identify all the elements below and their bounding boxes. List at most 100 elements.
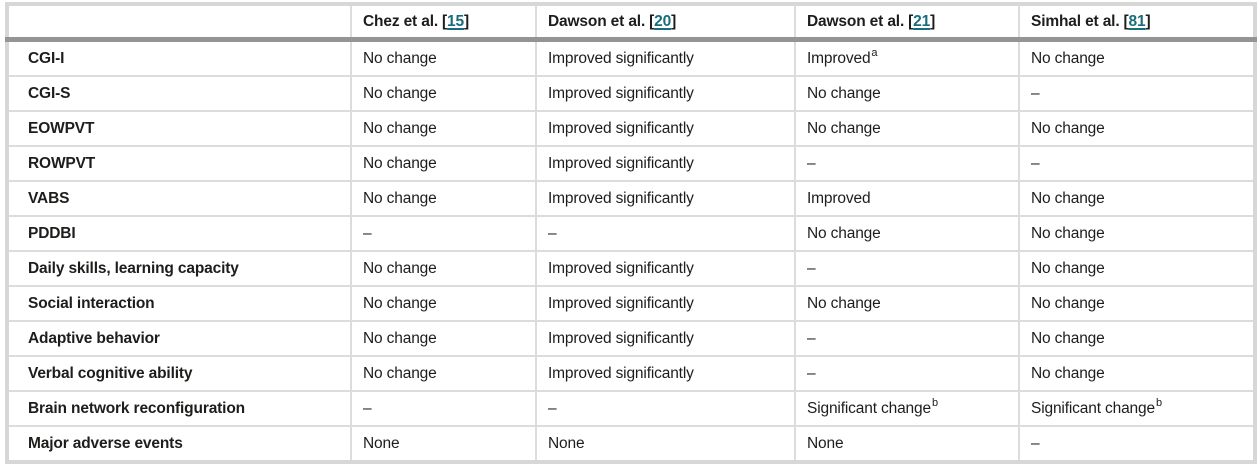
cell-value: No change xyxy=(1018,38,1256,77)
cell-text: No change xyxy=(1031,364,1105,382)
table-body: CGI-I No change Improved significantly I… xyxy=(6,38,1256,463)
cell-text: No change xyxy=(1031,329,1105,347)
cell-value: No change xyxy=(350,110,537,147)
cell-value: Improved significantly xyxy=(535,250,796,287)
cell-value: – xyxy=(535,215,796,252)
cell-value: Improved significantly xyxy=(535,285,796,322)
cell-value: No change xyxy=(350,145,537,182)
cell-text: – xyxy=(1031,434,1040,452)
cell-value: Improveda xyxy=(794,38,1020,77)
column-header-label: Dawson et al. xyxy=(548,12,646,30)
cell-text: No change xyxy=(363,294,437,312)
cell-value: No change xyxy=(350,285,537,322)
bracket-close: ] xyxy=(671,12,677,30)
header-row: Chez et al. [15] Dawson et al. [20] Dawson… xyxy=(6,3,1256,42)
cell-value: No change xyxy=(794,285,1020,322)
cell-text: None xyxy=(807,434,844,452)
cell-text: No change xyxy=(363,189,437,207)
bracket-open: [ xyxy=(1123,12,1129,30)
table-row-major-adverse-events: Major adverse events None None None – xyxy=(6,425,1256,463)
row-label: PDDBI xyxy=(6,215,352,252)
row-label: Daily skills, learning capacity xyxy=(6,250,352,287)
cell-text: Improved significantly xyxy=(548,154,694,172)
cell-text: Significant change xyxy=(1031,399,1155,417)
cell-text: Improved significantly xyxy=(548,119,694,137)
cell-value: None xyxy=(794,425,1020,463)
citation-link-21[interactable]: 21 xyxy=(913,12,931,30)
cell-text: – xyxy=(807,259,816,277)
cell-value: – xyxy=(350,215,537,252)
cell-text: Improved significantly xyxy=(548,189,694,207)
table-row-brain-network: Brain network reconfiguration – – Signif… xyxy=(6,390,1256,427)
cell-text: – xyxy=(548,399,557,417)
cell-text: Improved significantly xyxy=(548,259,694,277)
citation: [21] xyxy=(908,13,935,30)
cell-value: No change xyxy=(350,180,537,217)
cell-text: – xyxy=(1031,84,1040,102)
table-row-vabs: VABS No change Improved significantly Im… xyxy=(6,180,1256,217)
cell-value: – xyxy=(794,145,1020,182)
cell-value: No change xyxy=(1018,110,1256,147)
cell-text: No change xyxy=(1031,259,1105,277)
cell-text: No change xyxy=(1031,224,1105,242)
cell-text: – xyxy=(807,154,816,172)
row-label: CGI-I xyxy=(6,38,352,77)
table-row-pddbi: PDDBI – – No change No change xyxy=(6,215,1256,252)
citation: [20] xyxy=(649,13,676,30)
table-row-verbal-cognitive: Verbal cognitive ability No change Impro… xyxy=(6,355,1256,392)
table-row-adaptive-behavior: Adaptive behavior No change Improved sig… xyxy=(6,320,1256,357)
table-row-daily-skills: Daily skills, learning capacity No chang… xyxy=(6,250,1256,287)
row-label: EOWPVT xyxy=(6,110,352,147)
cell-text: – xyxy=(1031,154,1040,172)
cell-text: Improved significantly xyxy=(548,329,694,347)
citation-link-15[interactable]: 15 xyxy=(447,12,464,30)
cell-value: No change xyxy=(350,75,537,112)
cell-value: No change xyxy=(1018,180,1256,217)
column-header-label: Simhal et al. xyxy=(1031,12,1120,30)
bracket-open: [ xyxy=(442,12,448,30)
cell-value: No change xyxy=(350,250,537,287)
table-row-eowpvt: EOWPVT No change Improved significantly … xyxy=(6,110,1256,147)
column-header-chez-15: Chez et al. [15] xyxy=(350,3,537,42)
cell-value: – xyxy=(1018,425,1256,463)
cell-value: – xyxy=(350,390,537,427)
citation: [81] xyxy=(1124,13,1151,30)
cell-value: – xyxy=(794,355,1020,392)
cell-value: No change xyxy=(350,355,537,392)
cell-text: No change xyxy=(1031,189,1105,207)
cell-text: Significant change xyxy=(807,399,931,417)
row-label: Verbal cognitive ability xyxy=(6,355,352,392)
cell-text: – xyxy=(363,224,372,242)
cell-text: No change xyxy=(363,119,437,137)
row-label: ROWPVT xyxy=(6,145,352,182)
cell-value: – xyxy=(1018,145,1256,182)
cell-value: No change xyxy=(794,215,1020,252)
cell-value: No change xyxy=(350,38,537,77)
cell-text: No change xyxy=(363,154,437,172)
cell-text: – xyxy=(807,329,816,347)
cell-value: None xyxy=(535,425,796,463)
footnote-marker: b xyxy=(931,397,938,410)
column-header-dawson-21: Dawson et al. [21] xyxy=(794,3,1020,42)
cell-value: Improved significantly xyxy=(535,145,796,182)
cell-value: Improved significantly xyxy=(535,110,796,147)
corner-cell xyxy=(6,3,352,42)
bracket-open: [ xyxy=(908,12,914,30)
row-label: CGI-S xyxy=(6,75,352,112)
cell-text: Improved significantly xyxy=(548,49,694,67)
row-label: Adaptive behavior xyxy=(6,320,352,357)
footnote-marker: a xyxy=(871,47,878,60)
cell-text: No change xyxy=(1031,119,1105,137)
cell-value: – xyxy=(1018,75,1256,112)
cell-text: No change xyxy=(363,329,437,347)
cell-text: None xyxy=(363,434,400,452)
citation-link-20[interactable]: 20 xyxy=(654,12,672,30)
cell-text: No change xyxy=(1031,49,1105,67)
cell-text: No change xyxy=(363,84,437,102)
cell-value: Improved significantly xyxy=(535,355,796,392)
cell-text: Improved xyxy=(807,189,871,207)
column-header-simhal-81: Simhal et al. [81] xyxy=(1018,3,1256,42)
cell-text: No change xyxy=(363,364,437,382)
citation-link-81[interactable]: 81 xyxy=(1128,12,1146,30)
study-outcomes-table: Chez et al. [15] Dawson et al. [20] Dawson… xyxy=(5,2,1257,464)
